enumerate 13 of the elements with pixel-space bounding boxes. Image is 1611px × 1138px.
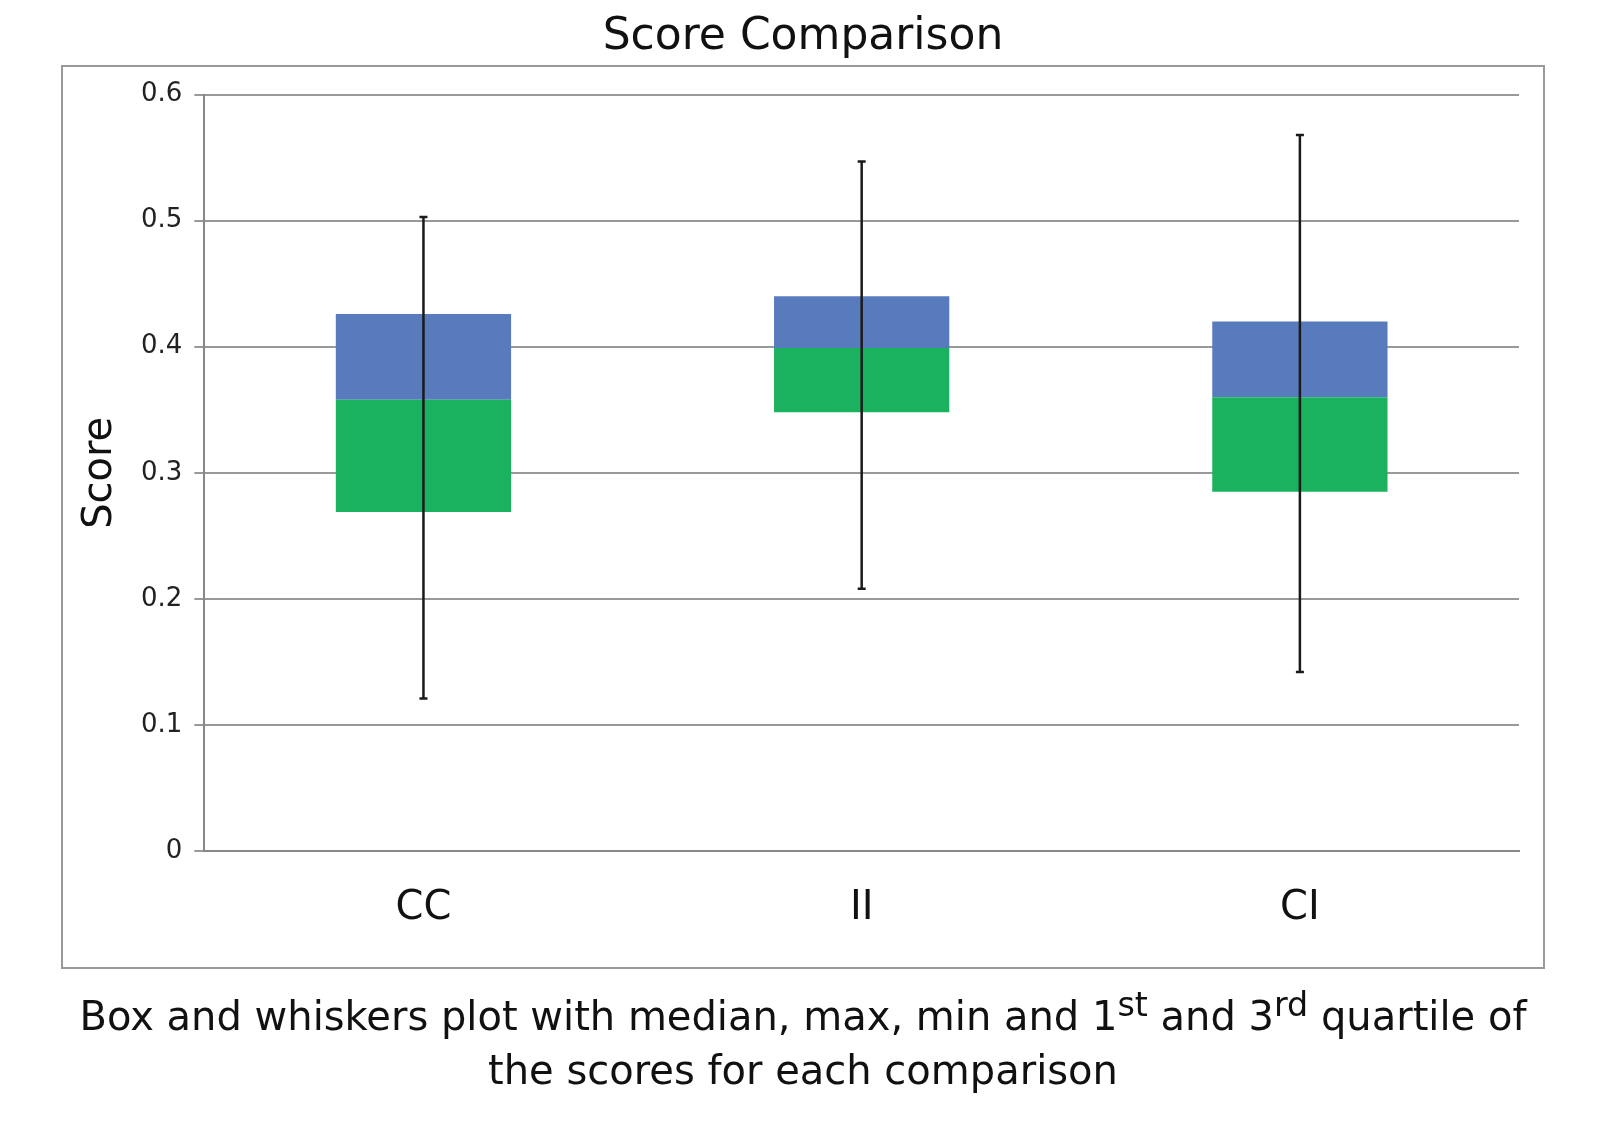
x-tick-label: CI xyxy=(1280,882,1320,929)
y-tick-label: 0.6 xyxy=(140,77,183,108)
chart-title: Score Comparison xyxy=(601,8,1005,59)
y-tick-label: 0.4 xyxy=(140,329,183,360)
x-tick-label: II xyxy=(849,882,874,929)
y-tick-label: 0.1 xyxy=(140,707,183,738)
x-tick-label: CC xyxy=(395,882,452,929)
y-axis-title: Score xyxy=(74,416,121,529)
text: Box and whiskers plot with median, max, min and 1$^{st}$ and 3$^{rd}$ quartile of the scores for each comparison xyxy=(79,985,1527,1094)
y-tick-label: 0.2 xyxy=(140,581,183,612)
y-tick-label: 0.3 xyxy=(140,455,183,486)
y-tick-label: 0 xyxy=(165,833,183,864)
y-tick-label: 0.5 xyxy=(140,203,183,234)
